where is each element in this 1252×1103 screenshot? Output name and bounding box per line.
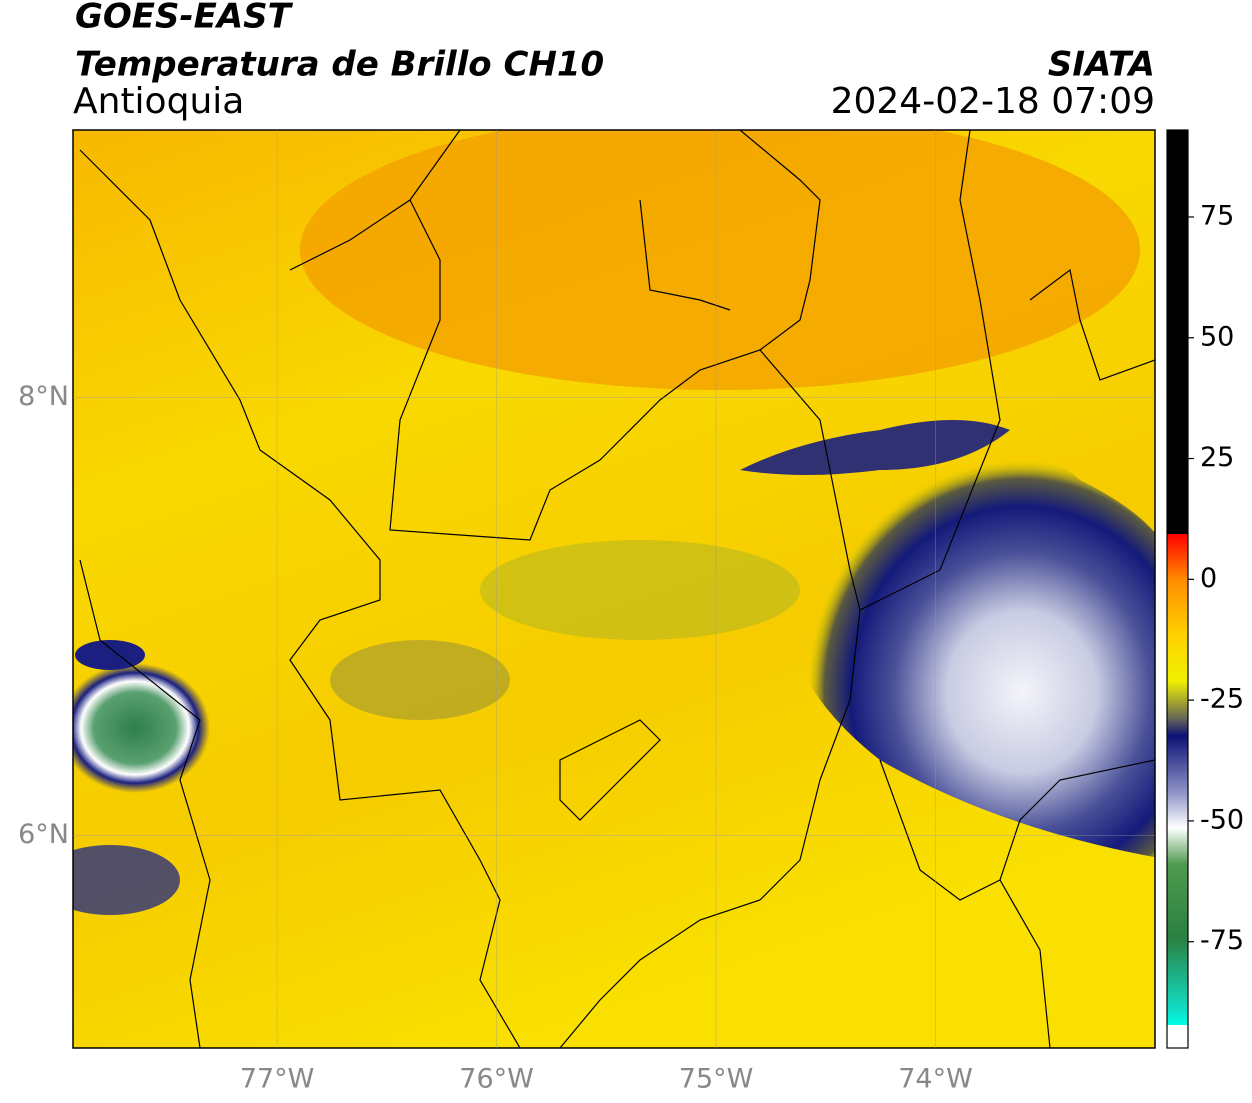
colorbar-tick-label: -25	[1200, 684, 1244, 715]
title: GOES-EAST	[75, 0, 294, 37]
x-tick-label: 76°W	[459, 1064, 534, 1095]
colorbar-tick-label: 0	[1200, 563, 1217, 594]
colorbar-tick-label: -75	[1200, 925, 1244, 956]
map-frame	[72, 129, 1156, 1049]
timestamp: 2024-02-18 07:09	[831, 81, 1155, 122]
x-tick-label: 74°W	[898, 1064, 973, 1095]
colorbar	[1166, 129, 1189, 1049]
source: SIATA	[1048, 45, 1155, 85]
subtitle: Temperatura de Brillo CH10	[75, 45, 604, 85]
y-tick-label: 8°N	[18, 381, 69, 412]
x-tick-label: 75°W	[679, 1064, 754, 1095]
satellite-image	[73, 130, 1155, 1048]
x-tick-label: 77°W	[240, 1064, 315, 1095]
colorbar-tick-label: -50	[1200, 804, 1244, 835]
borders	[79, 130, 1155, 1048]
region: Antioquia	[73, 81, 244, 122]
colorbar-tick-label: 75	[1200, 200, 1234, 231]
colorbar-tick-label: 25	[1200, 442, 1234, 473]
y-tick-label: 6°N	[18, 819, 69, 850]
colorbar-tick-label: 50	[1200, 321, 1234, 352]
